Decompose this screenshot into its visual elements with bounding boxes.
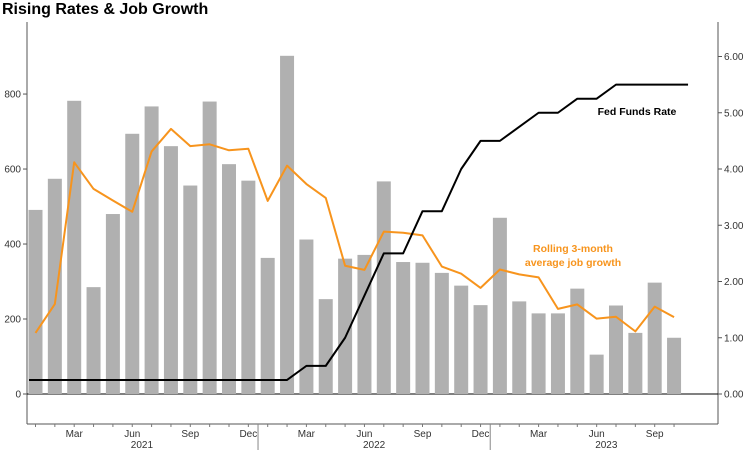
- job-growth-bar: [338, 258, 353, 394]
- job-growth-bar: [647, 282, 662, 394]
- x-month-label: Mar: [66, 429, 84, 440]
- job-growth-bar: [202, 101, 217, 394]
- job-growth-bar: [376, 181, 391, 394]
- rolling-average-annotation: average job growth: [525, 257, 621, 269]
- job-growth-bar: [280, 55, 295, 395]
- job-growth-bar: [434, 272, 449, 394]
- left-tick-label: 400: [4, 240, 21, 251]
- job-growth-bar: [222, 164, 236, 394]
- x-month-label: Jun: [356, 429, 372, 440]
- x-month-label: Sep: [414, 429, 432, 440]
- job-growth-bar: [628, 332, 643, 394]
- job-growth-bar: [125, 133, 140, 395]
- job-growth-bar: [415, 262, 430, 394]
- left-tick-label: 600: [4, 165, 21, 176]
- job-growth-bar: [396, 262, 411, 394]
- x-month-label: Sep: [646, 429, 664, 440]
- job-growth-bar: [473, 305, 488, 394]
- x-month-label: Dec: [472, 429, 490, 440]
- x-year-label: 2022: [363, 440, 386, 450]
- x-year-label: 2021: [131, 440, 154, 450]
- left-tick-label: 200: [4, 315, 21, 326]
- job-growth-bar: [531, 313, 546, 394]
- job-growth-bar: [589, 354, 604, 394]
- right-tick-label: 1.00: [724, 333, 744, 344]
- job-growth-bar: [609, 305, 623, 394]
- job-growth-bar: [183, 185, 198, 394]
- x-month-label: Jun: [589, 429, 605, 440]
- job-growth-bar: [47, 178, 62, 394]
- job-growth-bar: [260, 257, 275, 394]
- x-month-label: Jun: [124, 429, 140, 440]
- job-growth-bar: [241, 180, 256, 394]
- rolling-average-line: [34, 127, 675, 334]
- job-growth-bar: [105, 214, 120, 394]
- chart-title: Rising Rates & Job Growth: [2, 1, 209, 18]
- right-tick-label: 3.00: [724, 221, 744, 232]
- job-growth-bar: [512, 301, 527, 394]
- right-tick-label: 5.00: [724, 108, 744, 119]
- x-month-label: Mar: [298, 429, 316, 440]
- job-growth-bar: [144, 106, 159, 394]
- left-tick-label: 0: [15, 390, 21, 401]
- right-tick-label: 6.00: [724, 52, 744, 63]
- right-tick-label: 2.00: [724, 277, 744, 288]
- job-growth-bar: [299, 239, 314, 394]
- x-year-label: 2023: [595, 440, 618, 450]
- right-tick-label: 0.00: [724, 390, 744, 401]
- fed-funds-rate-line: [29, 83, 689, 381]
- right-tick-label: 4.00: [724, 165, 744, 176]
- job-growth-bar: [28, 209, 43, 394]
- job-growth-bar: [67, 100, 82, 394]
- job-growth-bar: [667, 337, 682, 394]
- left-tick-label: 800: [4, 90, 21, 101]
- job-growth-bar: [163, 146, 178, 394]
- x-month-label: Dec: [239, 429, 257, 440]
- job-growth-bar: [492, 217, 507, 394]
- job-growth-bar: [570, 288, 585, 394]
- job-growth-bar: [550, 313, 565, 394]
- job-growth-bar: [357, 254, 372, 394]
- fed-funds-rate-annotation: Fed Funds Rate: [598, 106, 677, 118]
- rolling-average-annotation: Rolling 3-month: [533, 243, 613, 255]
- x-month-label: Sep: [181, 429, 199, 440]
- job-growth-bar: [318, 299, 333, 394]
- job-growth-bar: [86, 287, 101, 394]
- x-month-label: Mar: [530, 429, 548, 440]
- job-growth-bar: [454, 285, 469, 394]
